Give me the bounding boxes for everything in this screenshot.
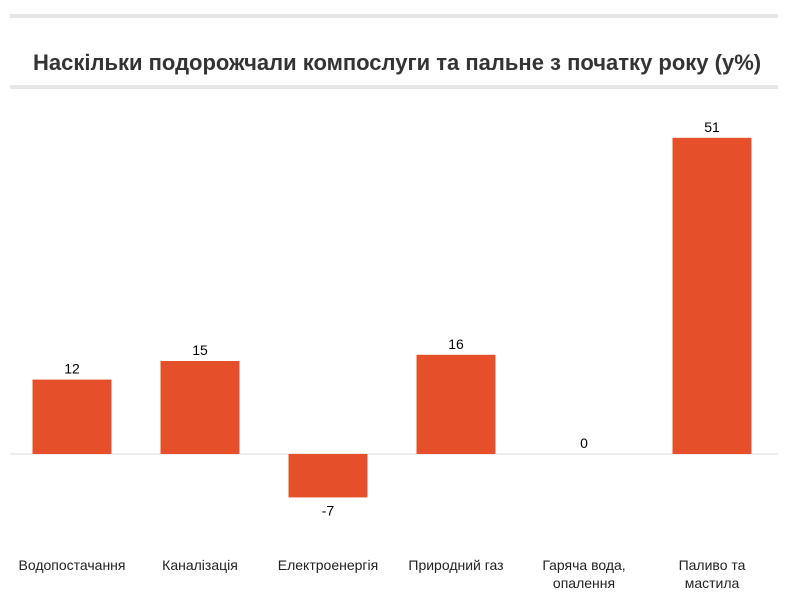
bar [288,454,368,498]
category-label: Водопостачання [19,557,126,573]
category-label-line: Гаряча вода, [542,557,625,573]
data-label: 0 [580,435,588,451]
category-label-line: опалення [553,575,615,591]
chart-title: Наскільки подорожчали компослуги та паль… [33,50,762,75]
data-label: 15 [192,342,208,358]
bar [672,137,752,455]
data-label: 12 [64,361,80,377]
category-label-line: мастила [685,575,740,591]
title-divider [10,85,778,89]
category-label-line: Паливо та [679,557,746,573]
category-label: Природний газ [408,557,503,573]
data-label: -7 [322,502,335,518]
category-label: Гаряча вода, опалення [542,557,625,591]
top-divider [10,14,778,18]
bar [32,379,112,454]
bars-group [32,137,752,498]
bar [416,354,496,454]
value-labels-group: 12 15 -7 16 0 51 [64,119,720,519]
data-label: 51 [704,119,720,135]
data-label: 16 [448,336,464,352]
category-label-line: Електроенергія [278,557,378,573]
category-label: Каналізація [162,557,238,573]
category-label-line: Каналізація [162,557,238,573]
category-label: Паливо та мастила [679,557,746,591]
category-label-line: Природний газ [408,557,503,573]
category-labels-group: Водопостачання Каналізація Електроенергія П… [19,557,746,591]
bar [160,361,240,454]
category-label-line: Водопостачання [19,557,126,573]
category-label: Електроенергія [278,557,378,573]
